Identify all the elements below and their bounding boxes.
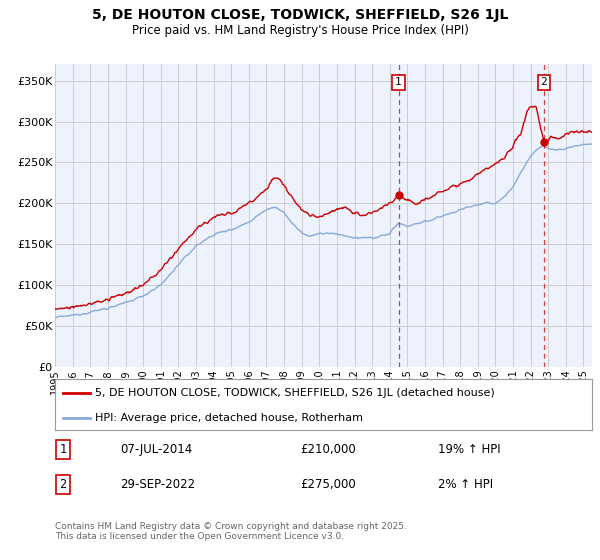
Text: Price paid vs. HM Land Registry's House Price Index (HPI): Price paid vs. HM Land Registry's House … [131, 24, 469, 36]
Text: 29-SEP-2022: 29-SEP-2022 [120, 478, 195, 491]
Text: HPI: Average price, detached house, Rotherham: HPI: Average price, detached house, Roth… [95, 413, 364, 423]
Text: 1: 1 [59, 443, 67, 456]
Text: Contains HM Land Registry data © Crown copyright and database right 2025.
This d: Contains HM Land Registry data © Crown c… [55, 522, 407, 542]
Text: 07-JUL-2014: 07-JUL-2014 [120, 443, 192, 456]
Text: 1: 1 [395, 77, 402, 87]
Text: 19% ↑ HPI: 19% ↑ HPI [438, 443, 500, 456]
Text: 5, DE HOUTON CLOSE, TODWICK, SHEFFIELD, S26 1JL: 5, DE HOUTON CLOSE, TODWICK, SHEFFIELD, … [92, 8, 508, 22]
Text: 2% ↑ HPI: 2% ↑ HPI [438, 478, 493, 491]
Text: £210,000: £210,000 [300, 443, 356, 456]
Text: 2: 2 [541, 77, 547, 87]
Text: 5, DE HOUTON CLOSE, TODWICK, SHEFFIELD, S26 1JL (detached house): 5, DE HOUTON CLOSE, TODWICK, SHEFFIELD, … [95, 388, 495, 398]
Text: £275,000: £275,000 [300, 478, 356, 491]
Text: 2: 2 [59, 478, 67, 491]
